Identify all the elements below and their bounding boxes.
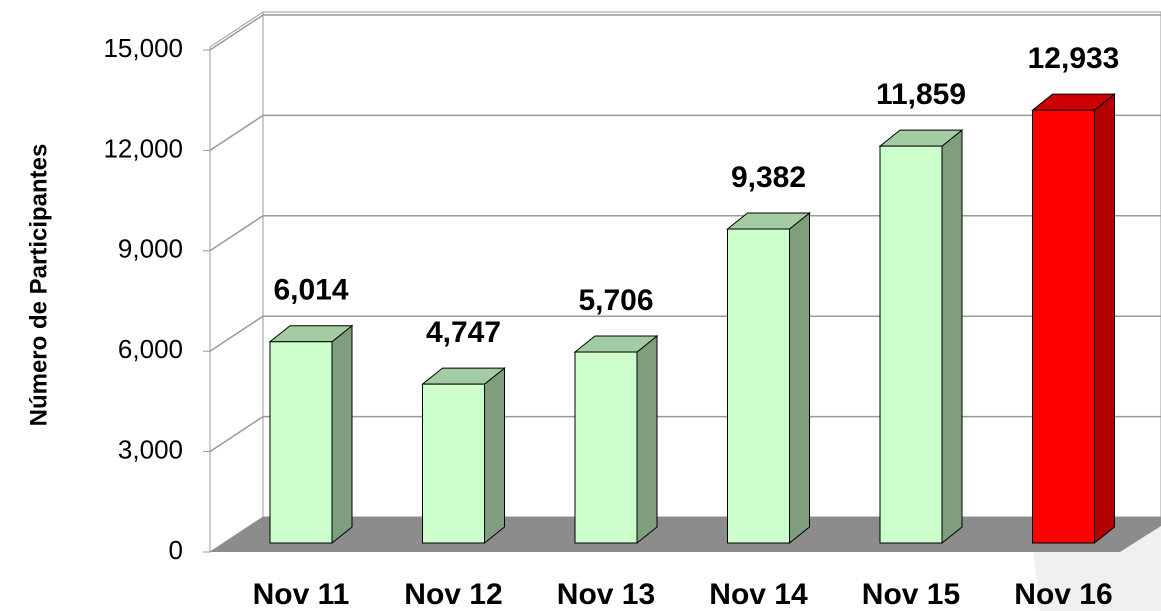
bar <box>727 228 790 544</box>
value-label: 11,859 <box>876 78 966 111</box>
back-wall <box>262 11 1161 518</box>
floor <box>210 517 1161 552</box>
x-tick-label: Nov 15 <box>862 578 960 611</box>
side-wall <box>209 11 264 553</box>
bar <box>1032 109 1095 544</box>
y-tick-label: 9,000 <box>118 234 183 264</box>
x-tick-label: Nov 14 <box>709 578 808 611</box>
value-label: 9,382 <box>731 161 806 194</box>
bar <box>879 145 943 544</box>
bar-side <box>484 367 505 545</box>
grid-line <box>209 114 1161 152</box>
value-label: 6,014 <box>273 274 348 307</box>
bar <box>269 341 333 544</box>
y-tick-label: 0 <box>169 535 183 565</box>
bar <box>422 383 485 544</box>
bar <box>574 351 638 544</box>
y-axis-title: Número de Participantes <box>25 144 52 427</box>
y-tick-label: 12,000 <box>103 133 183 163</box>
grid-line <box>209 215 1161 252</box>
x-tick-label: Nov 13 <box>557 578 655 611</box>
bar-side <box>1094 93 1115 545</box>
x-tick-label: Nov 12 <box>404 578 502 611</box>
value-label: 5,706 <box>578 284 653 317</box>
bar-side <box>331 324 353 545</box>
bar-side <box>941 129 963 545</box>
x-tick-label: Nov 11 <box>253 578 350 611</box>
grid-line <box>209 315 1161 352</box>
y-tick-label: 6,000 <box>118 334 183 364</box>
value-label: 12,933 <box>1028 42 1120 75</box>
grid-line <box>209 14 1161 51</box>
y-tick-label: 3,000 <box>118 434 183 464</box>
value-label: 4,747 <box>426 316 501 349</box>
bar-side <box>636 334 658 545</box>
bar-side <box>789 211 810 545</box>
y-tick-label: 15,000 <box>103 33 183 63</box>
x-tick-label: Nov 16 <box>1014 578 1112 611</box>
grid-line <box>209 415 1161 453</box>
